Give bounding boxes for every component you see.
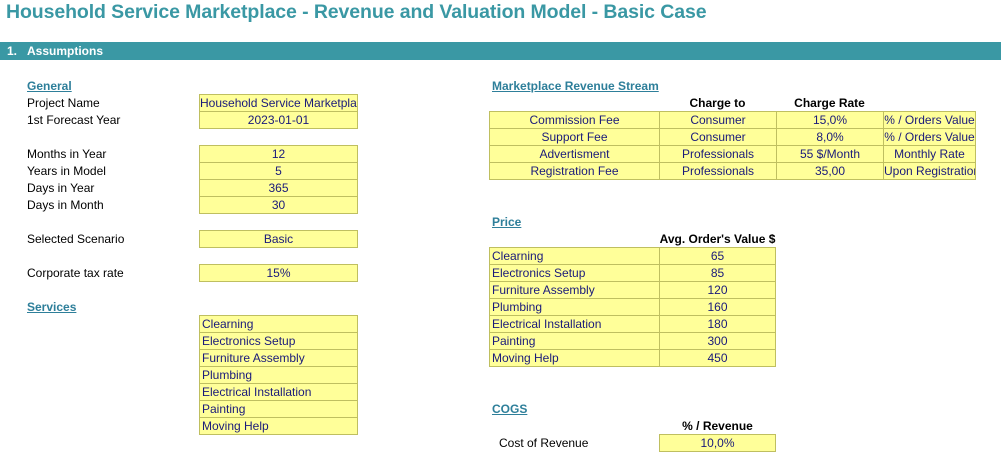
charge-unit-cell[interactable]: Upon Registration bbox=[883, 162, 976, 180]
selected-scenario-cell[interactable]: Basic bbox=[199, 230, 358, 248]
revenue-name-cell[interactable]: Support Fee bbox=[489, 128, 660, 146]
project-name-label: Project Name bbox=[27, 96, 100, 110]
price-service-cell[interactable]: Furniture Assembly bbox=[489, 281, 660, 299]
days-in-year-label: Days in Year bbox=[27, 181, 95, 195]
revenue-percent-header: % / Revenue bbox=[682, 419, 753, 433]
days-in-month-label: Days in Month bbox=[27, 198, 104, 212]
price-value-cell[interactable]: 180 bbox=[659, 315, 776, 333]
charge-rate-cell[interactable]: 55 $/Month bbox=[776, 145, 884, 163]
charge-rate-cell[interactable]: 35,00 bbox=[776, 162, 884, 180]
price-value-cell[interactable]: 65 bbox=[659, 247, 776, 265]
charge-to-header: Charge to bbox=[689, 96, 746, 110]
price-service-cell[interactable]: Painting bbox=[489, 332, 660, 350]
years-in-model-cell[interactable]: 5 bbox=[199, 162, 358, 180]
months-in-year-cell[interactable]: 12 bbox=[199, 145, 358, 163]
service-item[interactable]: Plumbing bbox=[199, 366, 358, 384]
service-item[interactable]: Electronics Setup bbox=[199, 332, 358, 350]
service-item[interactable]: Painting bbox=[199, 400, 358, 418]
charge-to-cell[interactable]: Consumer bbox=[659, 111, 777, 129]
charge-rate-cell[interactable]: 8,0% bbox=[776, 128, 884, 146]
price-service-cell[interactable]: Electrical Installation bbox=[489, 315, 660, 333]
section-label: Assumptions bbox=[27, 44, 104, 58]
project-name-cell[interactable]: Household Service Marketplace bbox=[199, 94, 358, 112]
months-in-year-label: Months in Year bbox=[27, 147, 107, 161]
price-value-cell[interactable]: 120 bbox=[659, 281, 776, 299]
revenue-name-cell[interactable]: Advertisment bbox=[489, 145, 660, 163]
service-item[interactable]: Furniture Assembly bbox=[199, 349, 358, 367]
revenue-name-cell[interactable]: Registration Fee bbox=[489, 162, 660, 180]
corporate-tax-rate-cell[interactable]: 15% bbox=[199, 264, 358, 282]
price-service-cell[interactable]: Electronics Setup bbox=[489, 264, 660, 282]
years-in-model-label: Years in Model bbox=[27, 164, 106, 178]
section-number: 1. bbox=[7, 44, 18, 58]
cost-of-revenue-cell[interactable]: 10,0% bbox=[659, 434, 776, 452]
days-in-month-cell[interactable]: 30 bbox=[199, 196, 358, 214]
price-value-cell[interactable]: 300 bbox=[659, 332, 776, 350]
price-value-cell[interactable]: 160 bbox=[659, 298, 776, 316]
revenue-name-cell[interactable]: Commission Fee bbox=[489, 111, 660, 129]
cost-of-revenue-label: Cost of Revenue bbox=[499, 436, 589, 450]
charge-rate-header: Charge Rate bbox=[794, 96, 865, 110]
first-forecast-year-cell[interactable]: 2023-01-01 bbox=[199, 111, 358, 129]
charge-rate-cell[interactable]: 15,0% bbox=[776, 111, 884, 129]
charge-unit-cell[interactable]: Monthly Rate bbox=[883, 145, 976, 163]
price-service-cell[interactable]: Plumbing bbox=[489, 298, 660, 316]
price-value-cell[interactable]: 85 bbox=[659, 264, 776, 282]
charge-unit-cell[interactable]: % / Orders Value bbox=[883, 111, 976, 129]
corporate-tax-rate-label: Corporate tax rate bbox=[27, 266, 124, 280]
charge-to-cell[interactable]: Consumer bbox=[659, 128, 777, 146]
service-item[interactable]: Electrical Installation bbox=[199, 383, 358, 401]
selected-scenario-label: Selected Scenario bbox=[27, 232, 125, 246]
section-banner: 1. Assumptions bbox=[0, 42, 1001, 60]
price-value-cell[interactable]: 450 bbox=[659, 349, 776, 367]
price-service-cell[interactable]: Moving Help bbox=[489, 349, 660, 367]
page-title: Household Service Marketplace - Revenue … bbox=[6, 1, 707, 23]
price-service-cell[interactable]: Clearning bbox=[489, 247, 660, 265]
charge-unit-cell[interactable]: % / Orders Value bbox=[883, 128, 976, 146]
general-heading: General bbox=[27, 79, 72, 93]
charge-to-cell[interactable]: Professionals bbox=[659, 145, 777, 163]
avg-order-value-header: Avg. Order's Value $ bbox=[659, 232, 776, 246]
service-item[interactable]: Moving Help bbox=[199, 417, 358, 435]
charge-to-cell[interactable]: Professionals bbox=[659, 162, 777, 180]
cogs-heading: COGS bbox=[492, 402, 528, 416]
price-heading: Price bbox=[492, 215, 522, 229]
revenue-stream-heading: Marketplace Revenue Stream bbox=[492, 79, 659, 93]
services-heading: Services bbox=[27, 300, 77, 314]
service-item[interactable]: Clearning bbox=[199, 315, 358, 333]
first-forecast-year-label: 1st Forecast Year bbox=[27, 113, 121, 127]
days-in-year-cell[interactable]: 365 bbox=[199, 179, 358, 197]
